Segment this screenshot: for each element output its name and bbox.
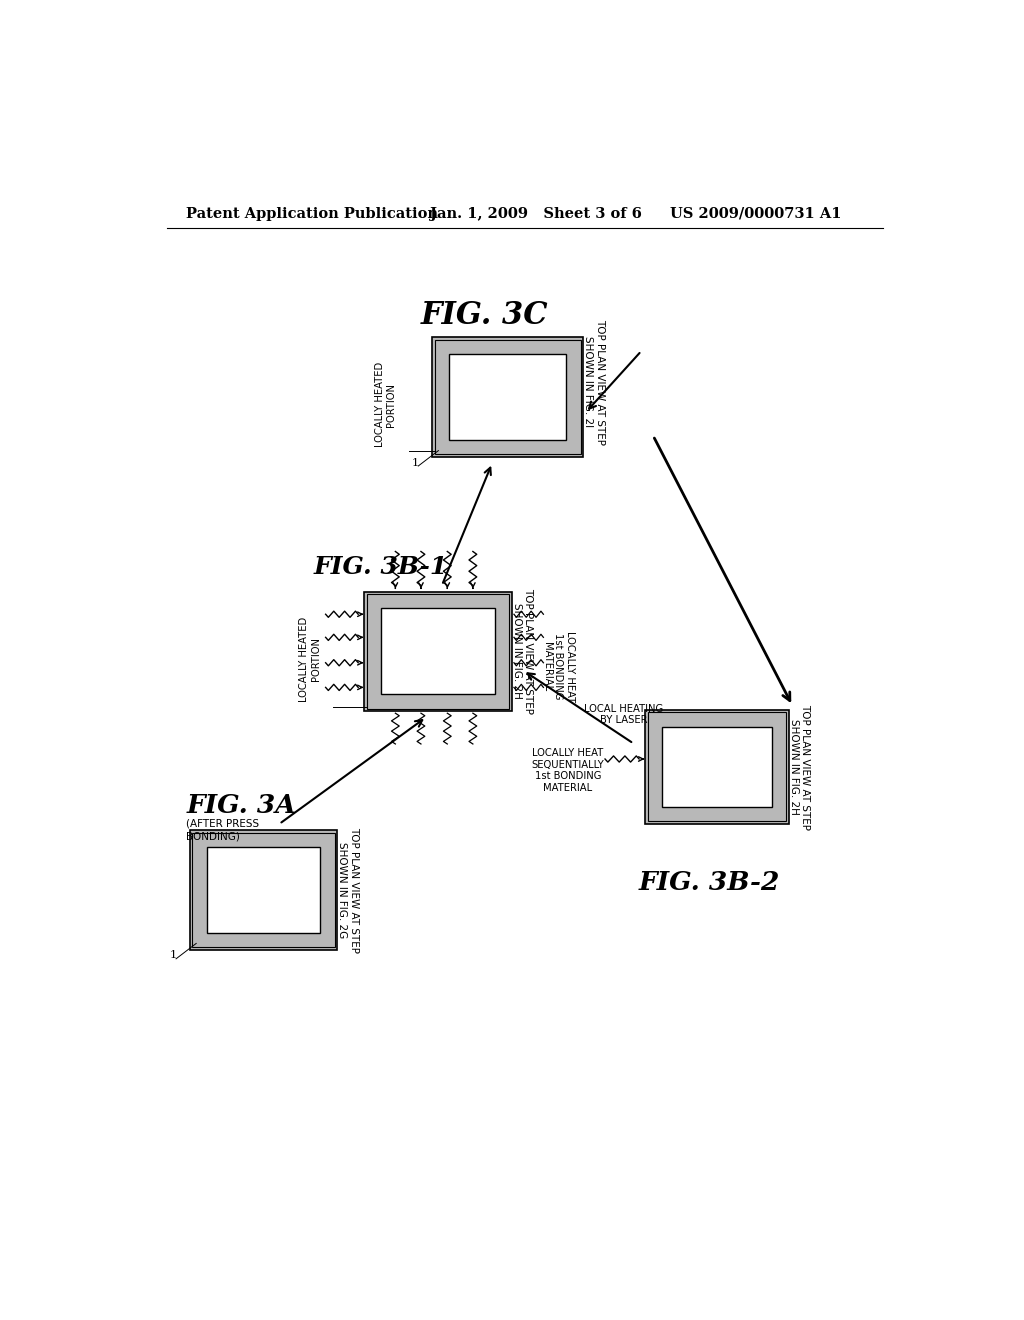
Text: Patent Application Publication: Patent Application Publication	[186, 207, 438, 220]
Text: FIG. 3B-1: FIG. 3B-1	[314, 554, 449, 578]
Text: LOCALLY HEATED
PORTION: LOCALLY HEATED PORTION	[299, 616, 321, 701]
Text: 1: 1	[412, 458, 419, 467]
Text: US 2009/0000731 A1: US 2009/0000731 A1	[671, 207, 842, 220]
Bar	[190, 830, 337, 949]
Text: LOCALLY HEAT
1st BONDING
MATERIAL: LOCALLY HEAT 1st BONDING MATERIAL	[542, 631, 574, 702]
Bar	[365, 591, 512, 711]
Bar	[432, 338, 584, 457]
Text: FIG. 3A: FIG. 3A	[186, 793, 296, 818]
Bar	[450, 354, 566, 440]
Text: TOP PLAN VIEW AT STEP
SHOWN IN FIG. 2I: TOP PLAN VIEW AT STEP SHOWN IN FIG. 2I	[584, 318, 605, 445]
Bar	[434, 339, 581, 454]
Text: Jan. 1, 2009   Sheet 3 of 6: Jan. 1, 2009 Sheet 3 of 6	[430, 207, 642, 220]
Text: TOP PLAN VIEW AT STEP
SHOWN IN FIG. 2G: TOP PLAN VIEW AT STEP SHOWN IN FIG. 2G	[337, 826, 358, 953]
Bar	[207, 847, 321, 933]
Bar	[663, 726, 772, 807]
Bar	[645, 710, 788, 824]
Text: (AFTER PRESS
BONDING): (AFTER PRESS BONDING)	[186, 818, 259, 841]
Text: LOCALLY HEAT
SEQUENTIALLY
1st BONDING
MATERIAL: LOCALLY HEAT SEQUENTIALLY 1st BONDING MA…	[531, 748, 604, 793]
Text: TOP PLAN VIEW AT STEP
SHOWN IN FIG. 2H: TOP PLAN VIEW AT STEP SHOWN IN FIG. 2H	[512, 589, 534, 714]
Bar	[367, 594, 509, 709]
Text: LOCALLY HEATED
PORTION: LOCALLY HEATED PORTION	[375, 362, 396, 447]
Bar	[381, 609, 495, 694]
Text: LOCAL HEATING
BY LASER: LOCAL HEATING BY LASER	[584, 704, 664, 725]
Text: 1: 1	[169, 950, 176, 961]
Bar	[193, 833, 335, 948]
Text: FIG. 3B-2: FIG. 3B-2	[639, 870, 780, 895]
Text: FIG. 3C: FIG. 3C	[421, 301, 548, 331]
Text: TOP PLAN VIEW AT STEP
SHOWN IN FIG. 2H: TOP PLAN VIEW AT STEP SHOWN IN FIG. 2H	[788, 704, 810, 830]
Bar	[647, 711, 786, 821]
